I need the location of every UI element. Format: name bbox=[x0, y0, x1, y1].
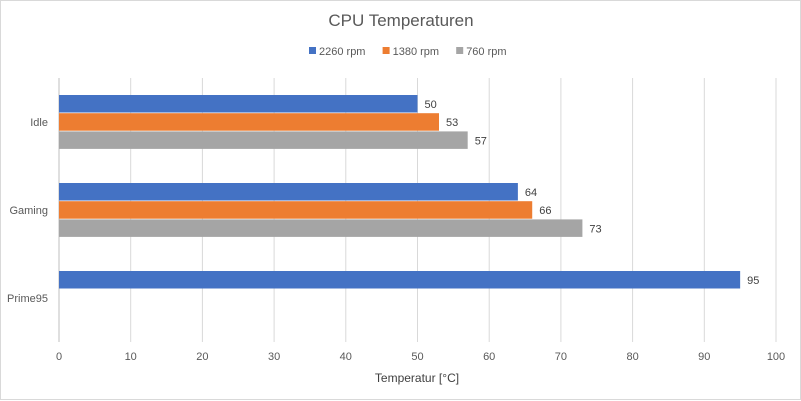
x-tick-label: 60 bbox=[483, 351, 495, 363]
x-tick-label: 100 bbox=[767, 351, 785, 363]
x-axis-label: Temperatur [°C] bbox=[375, 371, 459, 385]
data-label: 64 bbox=[525, 187, 537, 199]
x-tick-label: 50 bbox=[411, 351, 423, 363]
legend-swatch bbox=[382, 47, 390, 54]
x-tick-label: 90 bbox=[698, 351, 710, 363]
y-tick-label: Gaming bbox=[9, 205, 48, 217]
x-tick-label: 30 bbox=[268, 351, 280, 363]
legend-label: 2260 rpm bbox=[319, 46, 365, 58]
legend-swatch bbox=[309, 47, 316, 54]
axis-ticks: 0 10 20 30 40 50 60 70 80 90 100 Idle Gaming Prime95 bbox=[7, 117, 785, 363]
data-label: 66 bbox=[539, 205, 551, 217]
bar bbox=[59, 131, 468, 149]
data-label: 95 bbox=[747, 275, 759, 287]
x-tick-label: 10 bbox=[125, 351, 137, 363]
legend-swatch bbox=[456, 47, 464, 54]
bar bbox=[59, 271, 741, 289]
legend: 2260 rpm 1380 rpm 760 rpm bbox=[309, 46, 507, 58]
data-label: 53 bbox=[446, 117, 458, 129]
y-tick-label: Prime95 bbox=[7, 293, 48, 305]
y-tick-label: Idle bbox=[30, 117, 48, 129]
bar bbox=[59, 95, 418, 113]
x-tick-label: 0 bbox=[56, 351, 62, 363]
legend-label: 760 rpm bbox=[466, 46, 506, 58]
data-label: 57 bbox=[475, 135, 487, 147]
bar bbox=[59, 201, 533, 219]
legend-label: 1380 rpm bbox=[393, 46, 439, 58]
chart-title: CPU Temperaturen bbox=[328, 11, 473, 30]
data-label: 50 bbox=[425, 99, 437, 111]
bar bbox=[59, 219, 583, 237]
x-tick-label: 40 bbox=[340, 351, 352, 363]
x-tick-label: 80 bbox=[626, 351, 638, 363]
bar bbox=[59, 183, 518, 201]
x-tick-label: 70 bbox=[555, 351, 567, 363]
data-label: 73 bbox=[589, 223, 601, 235]
bar bbox=[59, 113, 440, 131]
x-tick-label: 20 bbox=[196, 351, 208, 363]
